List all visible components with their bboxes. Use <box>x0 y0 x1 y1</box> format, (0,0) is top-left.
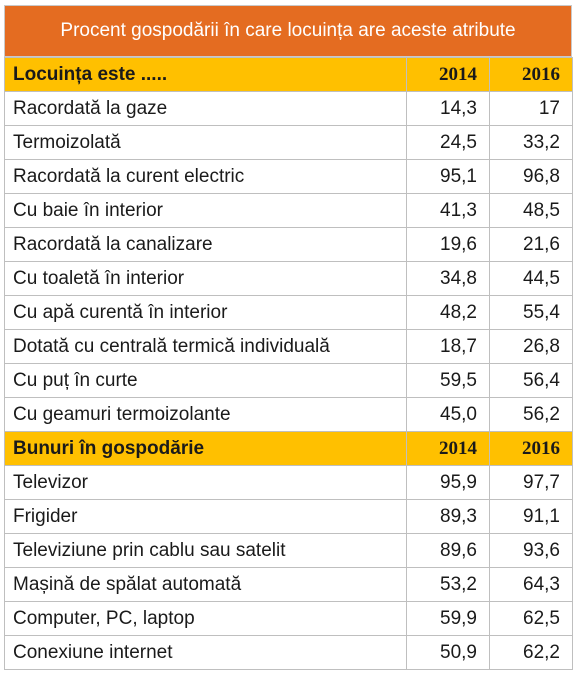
row-label: Cu apă curentă în interior <box>4 295 407 330</box>
table-row: Televizor 95,9 97,7 <box>4 465 573 500</box>
table-row: Termoizolată 24,5 33,2 <box>4 125 573 160</box>
row-label: Dotată cu centrală termică individuală <box>4 329 407 364</box>
row-label: Racordată la gaze <box>4 91 407 126</box>
column-header-2014: 2014 <box>406 57 490 92</box>
value-2014: 19,6 <box>406 227 490 262</box>
table-row: Cu puț în curte 59,5 56,4 <box>4 363 573 398</box>
value-2016: 55,4 <box>489 295 573 330</box>
value-2014: 89,3 <box>406 499 490 534</box>
section-header-row: Bunuri în gospodărie 2014 2016 <box>4 431 573 466</box>
value-2016: 17 <box>489 91 573 126</box>
data-table: Locuința este ..... 2014 2016 Racordată … <box>4 57 573 670</box>
section-header-label: Locuința este ..... <box>4 57 407 92</box>
value-2014: 41,3 <box>406 193 490 228</box>
row-label: Televiziune prin cablu sau satelit <box>4 533 407 568</box>
value-2016: 62,5 <box>489 601 573 636</box>
column-header-2014: 2014 <box>406 431 490 466</box>
value-2016: 96,8 <box>489 159 573 194</box>
table-row: Computer, PC, laptop 59,9 62,5 <box>4 601 573 636</box>
value-2016: 48,5 <box>489 193 573 228</box>
row-label: Mașină de spălat automată <box>4 567 407 602</box>
table-row: Conexiune internet 50,9 62,2 <box>4 635 573 670</box>
value-2014: 59,5 <box>406 363 490 398</box>
value-2016: 26,8 <box>489 329 573 364</box>
column-header-2016: 2016 <box>489 57 573 92</box>
table-row: Mașină de spălat automată 53,2 64,3 <box>4 567 573 602</box>
value-2016: 93,6 <box>489 533 573 568</box>
row-label: Cu baie în interior <box>4 193 407 228</box>
data-table-container: Procent gospodării în care locuința are … <box>4 5 573 670</box>
row-label: Racordată la canalizare <box>4 227 407 262</box>
value-2014: 95,9 <box>406 465 490 500</box>
section-header-label: Bunuri în gospodărie <box>4 431 407 466</box>
row-label: Cu geamuri termoizolante <box>4 397 407 432</box>
table-row: Cu baie în interior 41,3 48,5 <box>4 193 573 228</box>
row-label: Televizor <box>4 465 407 500</box>
value-2014: 50,9 <box>406 635 490 670</box>
value-2016: 97,7 <box>489 465 573 500</box>
value-2014: 14,3 <box>406 91 490 126</box>
table-row: Cu apă curentă în interior 48,2 55,4 <box>4 295 573 330</box>
table-row: Cu toaletă în interior 34,8 44,5 <box>4 261 573 296</box>
row-label: Frigider <box>4 499 407 534</box>
value-2014: 59,9 <box>406 601 490 636</box>
table-row: Dotată cu centrală termică individuală 1… <box>4 329 573 364</box>
section-header-row: Locuința este ..... 2014 2016 <box>4 57 573 92</box>
value-2016: 21,6 <box>489 227 573 262</box>
value-2016: 44,5 <box>489 261 573 296</box>
table-row: Racordată la canalizare 19,6 21,6 <box>4 227 573 262</box>
value-2014: 45,0 <box>406 397 490 432</box>
value-2014: 53,2 <box>406 567 490 602</box>
value-2016: 56,4 <box>489 363 573 398</box>
table-body: Locuința este ..... 2014 2016 Racordată … <box>4 57 573 670</box>
row-label: Computer, PC, laptop <box>4 601 407 636</box>
row-label: Racordată la curent electric <box>4 159 407 194</box>
value-2014: 24,5 <box>406 125 490 160</box>
value-2016: 56,2 <box>489 397 573 432</box>
row-label: Termoizolată <box>4 125 407 160</box>
table-row: Cu geamuri termoizolante 45,0 56,2 <box>4 397 573 432</box>
value-2016: 64,3 <box>489 567 573 602</box>
value-2014: 95,1 <box>406 159 490 194</box>
table-row: Televiziune prin cablu sau satelit 89,6 … <box>4 533 573 568</box>
value-2014: 34,8 <box>406 261 490 296</box>
value-2014: 48,2 <box>406 295 490 330</box>
column-header-2016: 2016 <box>489 431 573 466</box>
value-2016: 33,2 <box>489 125 573 160</box>
value-2014: 18,7 <box>406 329 490 364</box>
row-label: Cu puț în curte <box>4 363 407 398</box>
table-row: Frigider 89,3 91,1 <box>4 499 573 534</box>
value-2016: 91,1 <box>489 499 573 534</box>
row-label: Conexiune internet <box>4 635 407 670</box>
value-2016: 62,2 <box>489 635 573 670</box>
value-2014: 89,6 <box>406 533 490 568</box>
row-label: Cu toaletă în interior <box>4 261 407 296</box>
table-title: Procent gospodării în care locuința are … <box>4 5 572 57</box>
table-row: Racordată la gaze 14,3 17 <box>4 91 573 126</box>
table-row: Racordată la curent electric 95,1 96,8 <box>4 159 573 194</box>
